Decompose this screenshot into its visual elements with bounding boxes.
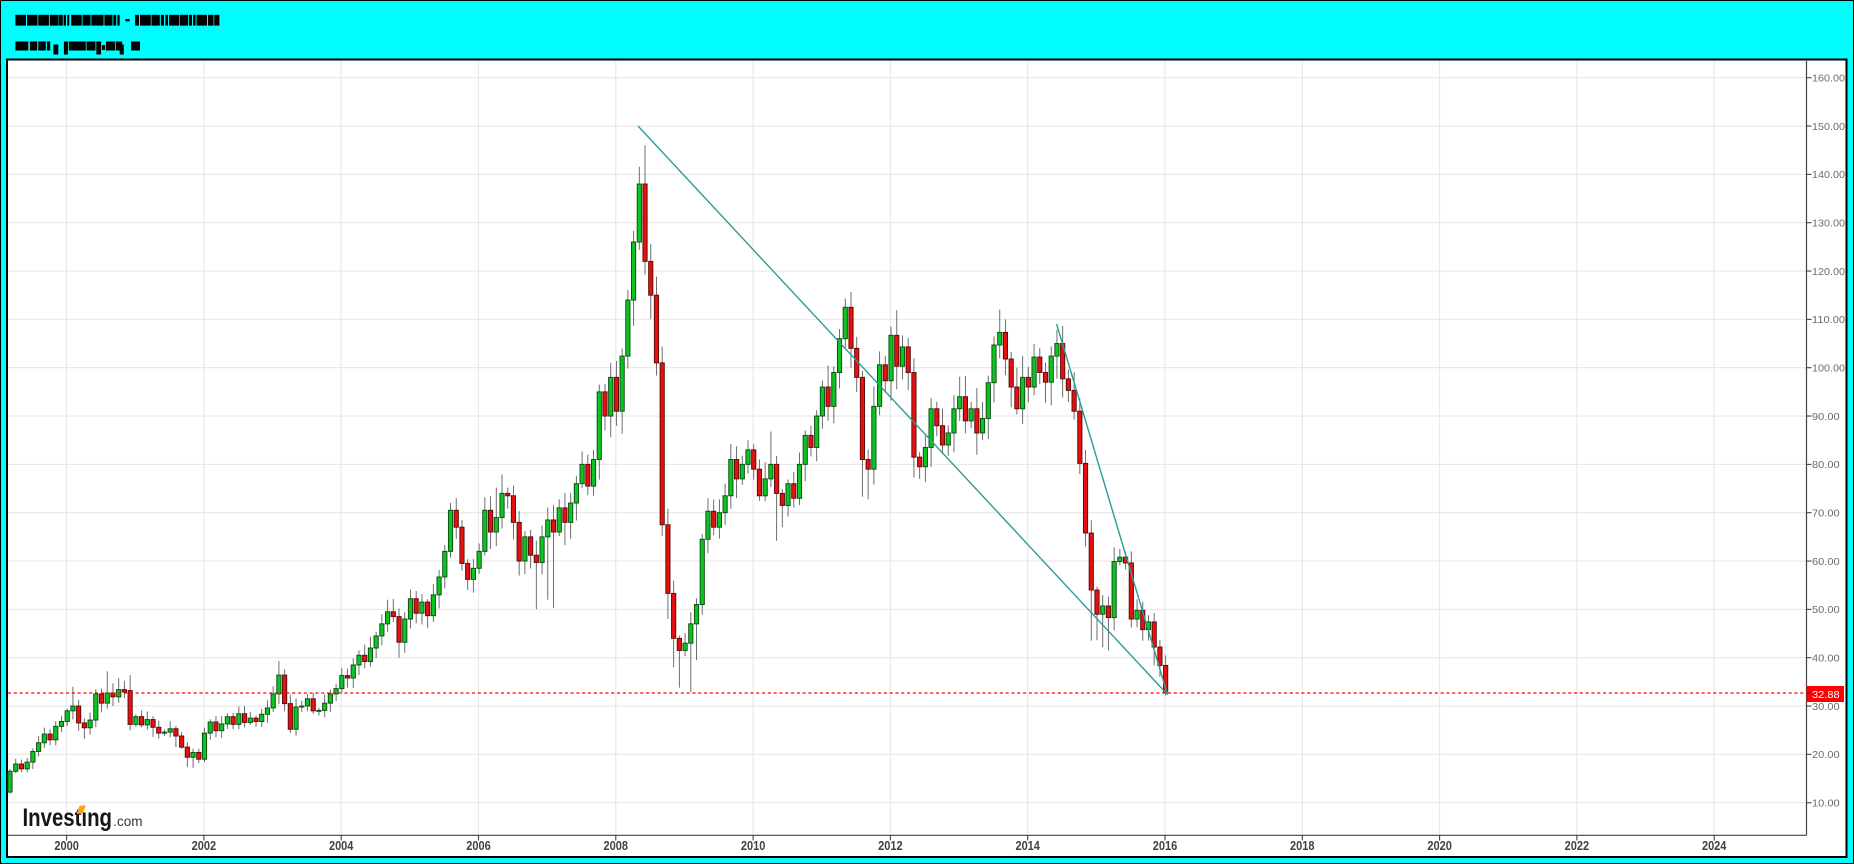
svg-text:20.00: 20.00 bbox=[1812, 749, 1840, 761]
svg-text:2012: 2012 bbox=[878, 839, 903, 853]
svg-text:Investıng: Investıng bbox=[23, 804, 113, 832]
svg-text:2014: 2014 bbox=[1015, 839, 1040, 853]
svg-text:2000: 2000 bbox=[54, 839, 79, 853]
svg-text:130.00: 130.00 bbox=[1812, 218, 1845, 230]
svg-text:60.00: 60.00 bbox=[1812, 556, 1840, 568]
svg-text:2004: 2004 bbox=[329, 839, 354, 853]
svg-text:40.00: 40.00 bbox=[1812, 653, 1840, 665]
svg-text:110.00: 110.00 bbox=[1812, 314, 1845, 326]
svg-text:2008: 2008 bbox=[604, 839, 629, 853]
svg-text:2022: 2022 bbox=[1565, 839, 1590, 853]
svg-text:2024: 2024 bbox=[1702, 839, 1727, 853]
svg-text:80.00: 80.00 bbox=[1812, 459, 1840, 471]
svg-text:70.00: 70.00 bbox=[1812, 508, 1840, 520]
svg-text:30.00: 30.00 bbox=[1812, 701, 1840, 713]
svg-text:50.00: 50.00 bbox=[1812, 604, 1840, 616]
svg-text:32.88: 32.88 bbox=[1812, 689, 1840, 701]
svg-text:160.00: 160.00 bbox=[1812, 73, 1845, 85]
svg-text:120.00: 120.00 bbox=[1812, 266, 1845, 278]
svg-text:90.00: 90.00 bbox=[1812, 411, 1840, 423]
svg-text:2016: 2016 bbox=[1153, 839, 1178, 853]
svg-text:2020: 2020 bbox=[1427, 839, 1452, 853]
svg-text:140.00: 140.00 bbox=[1812, 169, 1845, 181]
svg-text:10.00: 10.00 bbox=[1812, 798, 1840, 810]
svg-text:2006: 2006 bbox=[466, 839, 491, 853]
svg-text:2010: 2010 bbox=[741, 839, 766, 853]
svg-text:100.00: 100.00 bbox=[1812, 363, 1845, 375]
svg-text:150.00: 150.00 bbox=[1812, 121, 1845, 133]
svg-text:2002: 2002 bbox=[192, 839, 217, 853]
svg-text:2018: 2018 bbox=[1290, 839, 1315, 853]
svg-text:.com: .com bbox=[113, 814, 142, 829]
